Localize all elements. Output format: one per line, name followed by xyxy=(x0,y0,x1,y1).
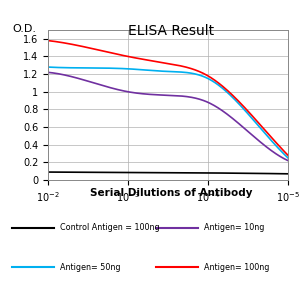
Text: Antigen= 100ng: Antigen= 100ng xyxy=(204,262,269,272)
Text: Antigen= 10ng: Antigen= 10ng xyxy=(204,224,264,232)
Text: ELISA Result: ELISA Result xyxy=(128,24,214,38)
Text: Control Antigen = 100ng: Control Antigen = 100ng xyxy=(60,224,160,232)
Text: O.D.: O.D. xyxy=(12,24,36,34)
Text: Antigen= 50ng: Antigen= 50ng xyxy=(60,262,121,272)
Text: Serial Dilutions of Antibody: Serial Dilutions of Antibody xyxy=(90,188,252,197)
